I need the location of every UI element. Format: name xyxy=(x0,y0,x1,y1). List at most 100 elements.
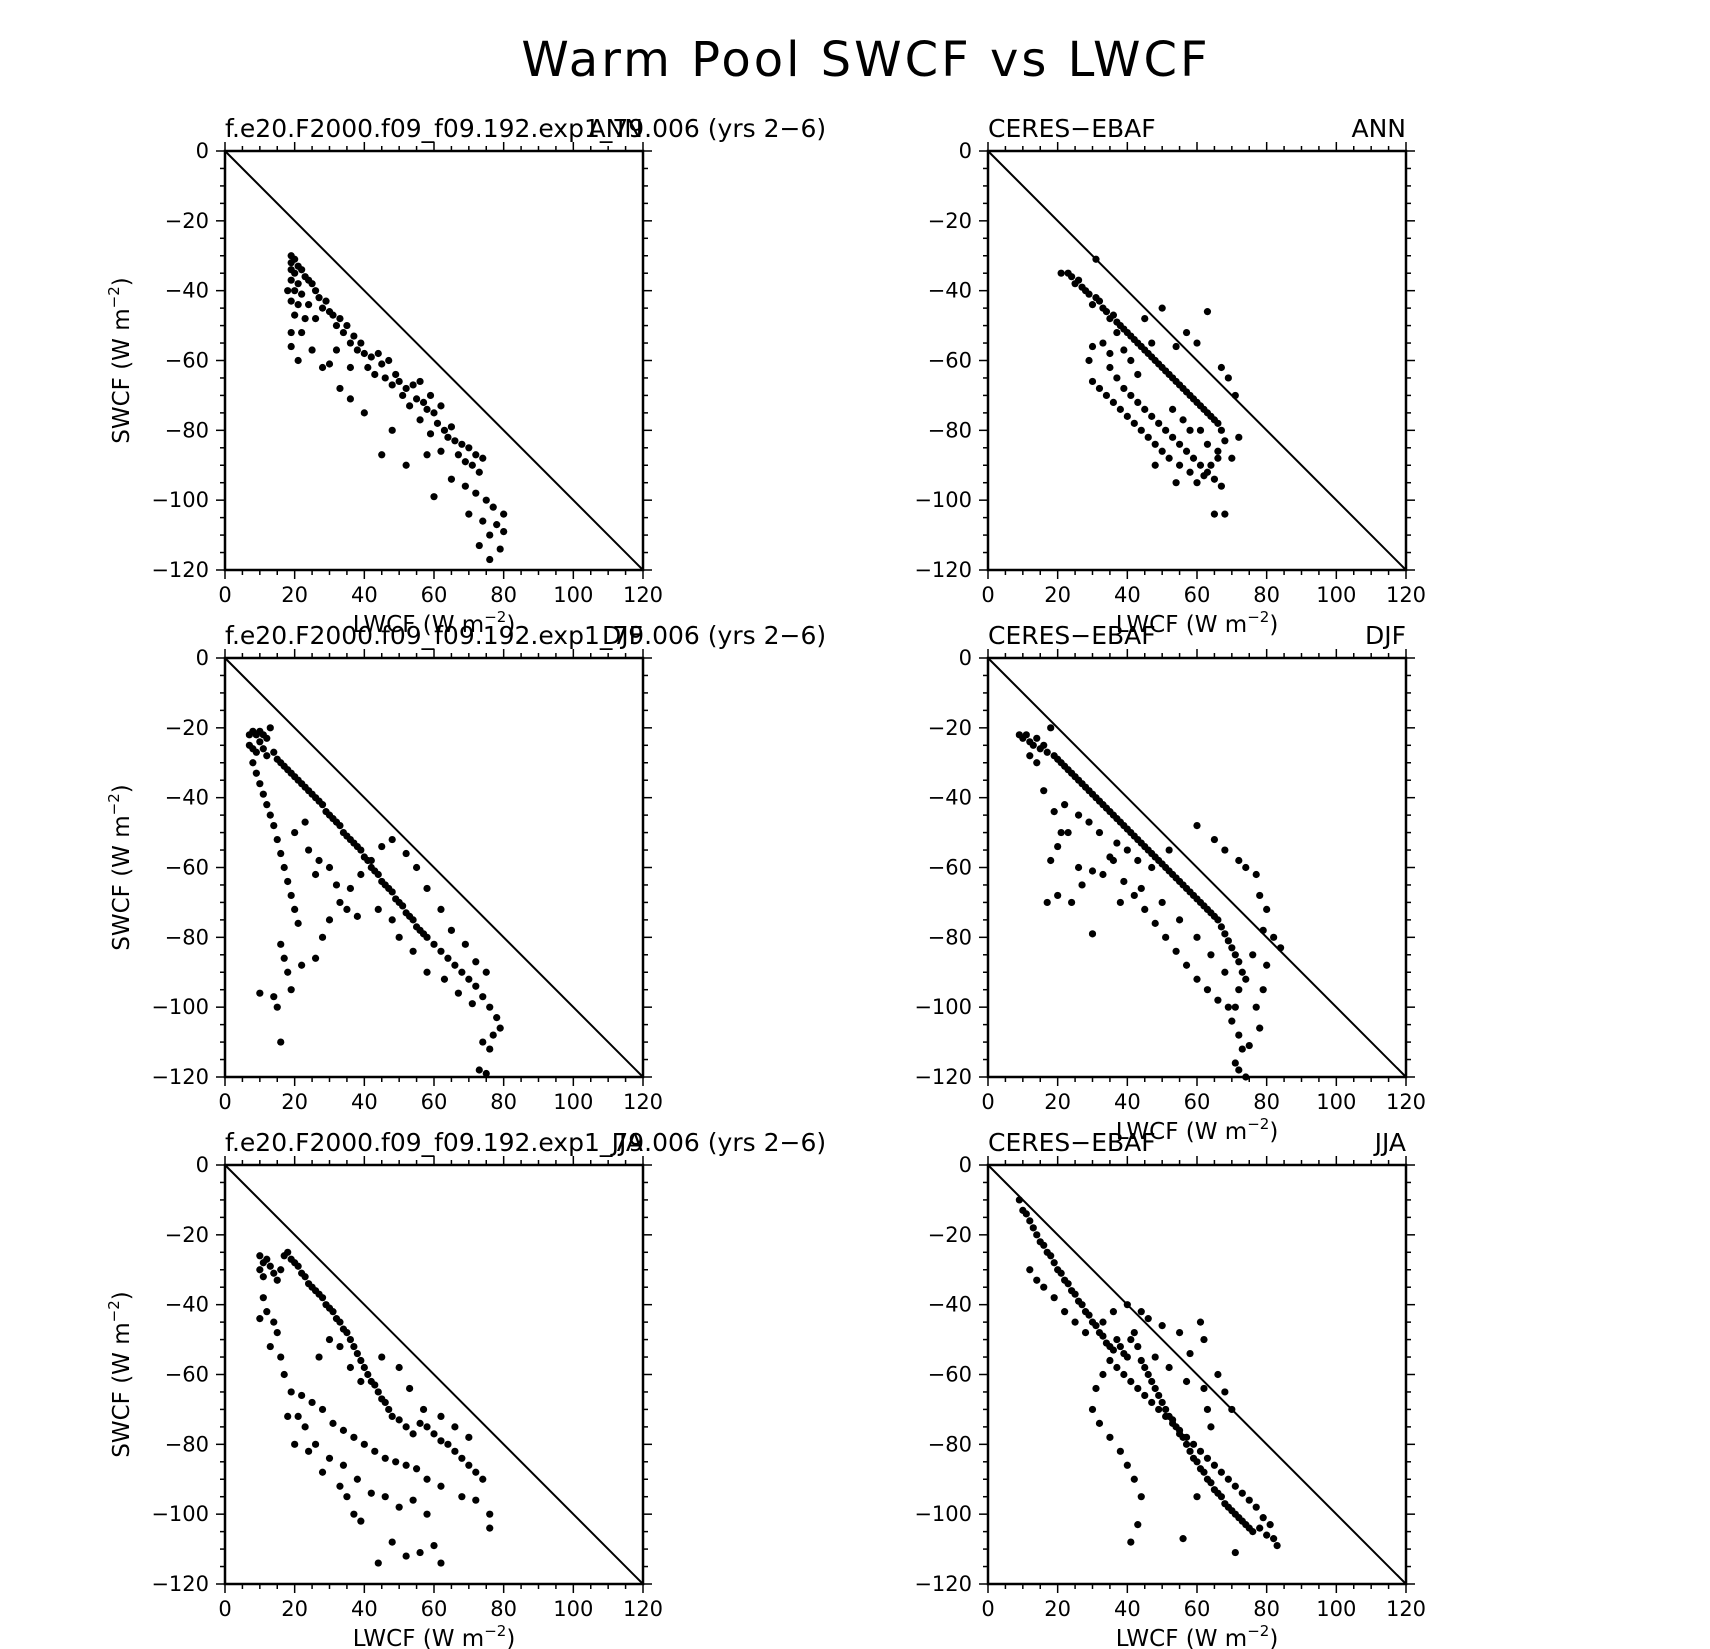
data-point xyxy=(1193,933,1201,941)
data-point xyxy=(1085,290,1093,298)
data-point xyxy=(381,1493,389,1501)
data-point xyxy=(419,398,428,406)
y-tick-label: −60 xyxy=(928,856,972,880)
data-point xyxy=(1151,440,1159,448)
data-point xyxy=(1263,961,1271,969)
data-point xyxy=(1068,273,1076,281)
data-point xyxy=(353,1349,361,1358)
y-tick-label: −40 xyxy=(928,786,972,810)
x-tick-label: 60 xyxy=(421,1597,448,1621)
data-point xyxy=(374,870,382,879)
data-point xyxy=(1162,933,1170,941)
data-point xyxy=(287,1388,295,1396)
data-point xyxy=(1235,856,1243,865)
data-point xyxy=(1210,1461,1219,1469)
data-point xyxy=(479,993,487,1001)
data-point xyxy=(1182,1440,1191,1448)
data-point xyxy=(1228,944,1236,952)
data-point xyxy=(423,884,431,893)
data-point xyxy=(1172,479,1180,487)
data-point xyxy=(1228,454,1236,462)
data-point xyxy=(1141,1363,1149,1372)
data-point xyxy=(1050,1294,1058,1302)
reference-line xyxy=(987,150,1407,571)
panel-season-label: JJA xyxy=(1373,1128,1406,1157)
data-point xyxy=(287,891,295,900)
data-point xyxy=(1245,1041,1253,1050)
data-point xyxy=(1099,1332,1107,1340)
data-point xyxy=(1130,1329,1138,1337)
x-tick-label: 120 xyxy=(623,1090,663,1114)
data-point xyxy=(336,384,344,393)
data-point xyxy=(1015,1196,1023,1204)
data-point xyxy=(423,451,431,459)
panel-left-label: CERES−EBAF xyxy=(988,114,1156,143)
data-point xyxy=(486,1510,494,1518)
data-point xyxy=(1179,1535,1187,1543)
data-point xyxy=(388,835,396,844)
data-point xyxy=(461,458,469,466)
x-tick-label: 120 xyxy=(623,1597,663,1621)
data-point xyxy=(308,1398,316,1407)
data-point xyxy=(1196,1318,1205,1326)
data-point xyxy=(423,933,431,941)
data-point xyxy=(305,846,313,854)
data-point xyxy=(301,315,309,323)
x-tick-label: 40 xyxy=(351,1597,378,1621)
data-point xyxy=(1029,1224,1037,1232)
data-point xyxy=(1057,1269,1065,1277)
y-tick-label: −80 xyxy=(928,1432,972,1456)
data-point xyxy=(256,738,264,746)
data-point xyxy=(1235,958,1243,966)
data-point xyxy=(500,510,508,518)
reference-line xyxy=(224,1164,644,1585)
y-tick-label: 0 xyxy=(959,1153,972,1177)
data-point xyxy=(1057,828,1065,837)
data-point xyxy=(1235,433,1243,441)
data-point xyxy=(423,1510,431,1518)
x-tick-label: 100 xyxy=(1316,1597,1356,1621)
data-point xyxy=(496,1024,504,1032)
data-point xyxy=(1141,1391,1149,1400)
data-point xyxy=(1235,1066,1243,1074)
data-point xyxy=(273,835,281,844)
data-point xyxy=(385,1405,393,1414)
data-point xyxy=(270,1269,278,1277)
data-point xyxy=(284,1412,292,1420)
data-point xyxy=(430,1430,438,1438)
data-point xyxy=(364,363,372,372)
data-point xyxy=(416,1548,424,1557)
data-point xyxy=(1043,898,1051,907)
data-point xyxy=(1273,1541,1281,1550)
data-point xyxy=(318,1294,327,1302)
data-point xyxy=(409,1430,417,1438)
data-point xyxy=(1203,440,1212,448)
data-point xyxy=(1137,884,1145,893)
data-point xyxy=(1134,370,1142,379)
data-point xyxy=(479,454,487,462)
data-point xyxy=(1162,426,1170,434)
data-point xyxy=(402,1461,410,1469)
data-point xyxy=(1074,811,1083,819)
data-point xyxy=(1172,342,1180,351)
y-tick-label: −40 xyxy=(928,279,972,303)
data-point xyxy=(336,822,344,830)
y-tick-label: −20 xyxy=(165,1223,209,1247)
data-point xyxy=(280,1370,288,1379)
x-tick-label: 0 xyxy=(981,583,994,607)
y-tick-label: −20 xyxy=(928,716,972,740)
data-point xyxy=(256,989,264,997)
data-point xyxy=(461,940,469,948)
data-point xyxy=(496,545,504,553)
data-point xyxy=(1099,339,1107,347)
data-point xyxy=(1252,1503,1260,1511)
x-tick-label: 40 xyxy=(351,1090,378,1114)
data-point xyxy=(1102,308,1111,316)
data-point xyxy=(458,440,466,448)
y-tick-label: −40 xyxy=(165,1293,209,1317)
data-point xyxy=(266,811,274,819)
data-point xyxy=(399,391,407,400)
y-axis-label: SWCF (W m−2) xyxy=(105,784,135,950)
data-point xyxy=(346,1363,354,1372)
